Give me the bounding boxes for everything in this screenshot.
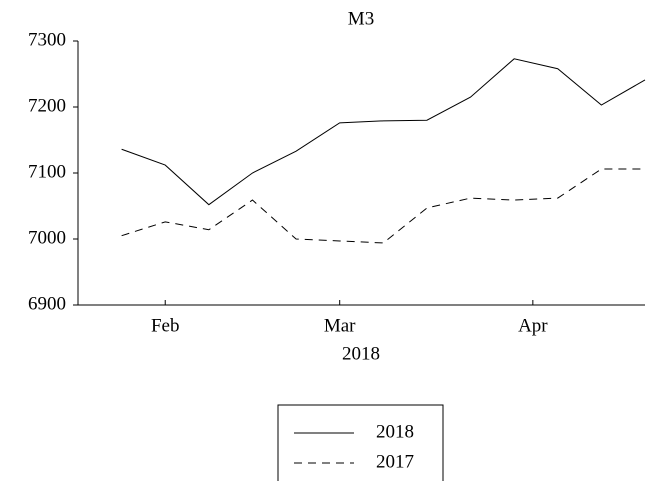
legend-label: 2017 [376,451,414,472]
y-tick-label: 7300 [28,29,66,50]
series-line [121,58,646,206]
chart-title: M3 [348,8,374,29]
x-axis-label: 2018 [342,343,380,364]
x-tick-label: Mar [324,315,356,336]
legend-box [277,404,444,481]
x-tick-label: Feb [151,315,180,336]
y-tick-label: 6900 [28,293,66,314]
y-tick-label: 7100 [28,161,66,182]
series-line [121,168,645,244]
y-tick-label: 7200 [28,95,66,116]
legend-label: 2018 [376,421,414,442]
x-tick-label: Apr [518,315,548,336]
y-tick-label: 7000 [28,227,66,248]
